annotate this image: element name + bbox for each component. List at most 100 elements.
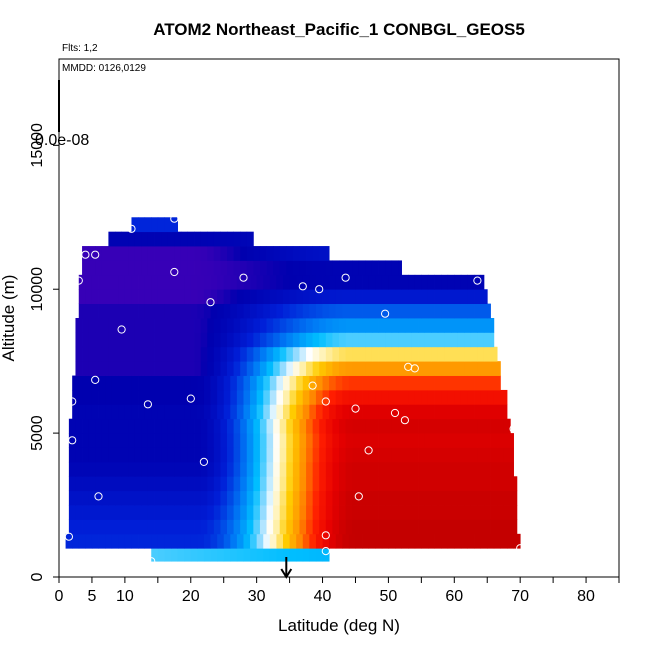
heat-cell xyxy=(457,447,465,463)
heat-cell xyxy=(371,505,379,520)
heat-cell xyxy=(220,260,228,276)
heat-cell xyxy=(335,274,343,290)
heat-cell xyxy=(223,303,231,319)
heat-cell xyxy=(283,546,290,562)
heat-cell xyxy=(414,404,422,420)
heat-cell xyxy=(292,519,300,535)
heat-cell xyxy=(470,433,478,448)
heat-cell xyxy=(348,404,356,420)
heat-cell xyxy=(497,490,505,506)
heat-cell xyxy=(250,389,258,405)
heat-cell xyxy=(441,389,449,405)
heat-cell xyxy=(408,303,416,319)
heat-cell xyxy=(378,476,386,492)
heat-cell xyxy=(464,418,472,434)
heat-cell xyxy=(223,533,231,549)
heat-cell xyxy=(223,404,231,420)
heat-cell xyxy=(319,433,327,448)
heat-cell xyxy=(348,533,356,549)
heat-cell xyxy=(187,490,195,506)
heat-cell xyxy=(115,519,122,535)
heat-cell xyxy=(431,346,439,362)
heat-cell xyxy=(154,490,162,506)
heat-cell xyxy=(292,318,300,333)
heat-cell xyxy=(95,318,103,333)
heat-cell xyxy=(371,476,379,492)
heat-cell xyxy=(154,318,162,333)
heat-cell xyxy=(197,546,205,562)
heat-cell xyxy=(427,533,435,549)
heat-cell xyxy=(91,533,99,549)
heat-cell xyxy=(381,533,389,549)
heat-cell xyxy=(447,375,455,391)
heat-cell xyxy=(283,289,290,305)
heat-cell xyxy=(312,433,320,448)
heat-cell xyxy=(325,318,333,333)
heat-cell xyxy=(329,375,337,391)
heat-cell xyxy=(98,274,106,290)
heat-cell xyxy=(154,519,162,535)
heat-cell xyxy=(490,461,498,477)
heat-cell xyxy=(72,375,80,391)
heat-cell xyxy=(398,433,406,448)
heat-cell xyxy=(187,447,195,463)
heat-cell xyxy=(437,519,445,535)
heat-cell xyxy=(68,447,76,463)
flight-sample-point xyxy=(516,544,525,553)
heat-cell xyxy=(147,447,155,463)
heat-cell xyxy=(385,447,393,463)
heat-cell xyxy=(134,505,142,520)
heat-cell xyxy=(210,404,218,420)
heat-cell xyxy=(464,346,472,362)
heat-cell xyxy=(174,260,182,276)
heat-cell xyxy=(279,246,287,261)
heat-cell xyxy=(447,389,455,405)
heat-cell xyxy=(371,346,379,362)
heat-cell xyxy=(154,418,162,434)
heat-cell xyxy=(273,346,281,362)
heat-cell xyxy=(177,375,185,391)
heat-cell xyxy=(151,546,159,562)
heat-cell xyxy=(444,505,452,520)
heat-cell xyxy=(246,318,254,333)
heat-cell xyxy=(283,274,290,290)
heat-cell xyxy=(342,389,350,405)
heat-cell xyxy=(332,519,340,535)
heat-cell xyxy=(309,274,317,290)
heat-cell xyxy=(381,274,389,290)
heat-cell xyxy=(141,346,149,362)
heat-cell xyxy=(315,274,323,290)
heat-cell xyxy=(286,490,294,506)
heat-cell xyxy=(477,433,485,448)
heat-cell xyxy=(131,217,139,233)
heat-cell xyxy=(230,274,238,290)
heat-cell xyxy=(115,260,122,276)
heat-cell xyxy=(497,447,505,463)
heat-row xyxy=(72,404,508,420)
heat-cell xyxy=(236,533,244,549)
heat-cell xyxy=(299,361,307,376)
heat-cell xyxy=(434,389,442,405)
heat-cell xyxy=(365,490,373,506)
heat-cell xyxy=(177,533,185,549)
x-tick-label: 30 xyxy=(248,588,266,605)
heat-cell xyxy=(371,361,379,376)
heat-cell xyxy=(427,274,435,290)
heat-cell xyxy=(88,346,96,362)
heat-cell xyxy=(151,533,159,549)
heat-cell xyxy=(292,332,300,348)
heat-row xyxy=(82,260,402,276)
heat-cell xyxy=(319,505,327,520)
heat-cell xyxy=(490,346,498,362)
heat-cell xyxy=(500,404,508,420)
flight-sample-point xyxy=(351,404,360,413)
heat-cell xyxy=(339,519,346,535)
heat-cell xyxy=(352,519,360,535)
flight-sample-point xyxy=(308,381,317,390)
heat-cell xyxy=(78,303,86,319)
heat-cell xyxy=(75,346,83,362)
heat-cell xyxy=(309,303,317,319)
heat-cell xyxy=(279,433,287,448)
heat-cell xyxy=(263,546,271,562)
heat-cell xyxy=(210,274,218,290)
